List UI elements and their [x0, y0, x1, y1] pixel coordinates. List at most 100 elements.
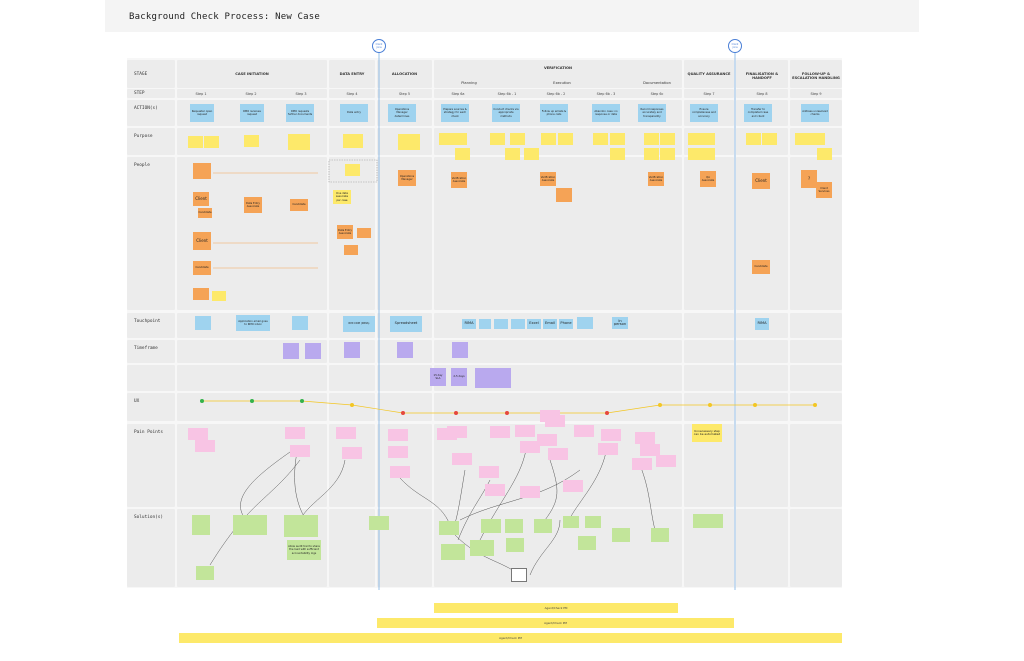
people-note: Client — [193, 232, 211, 250]
touchpoint-note: Phone — [559, 319, 573, 329]
touchpoint-note: RIMA — [755, 318, 769, 330]
grid-cell — [377, 509, 432, 587]
grid-cell — [177, 365, 327, 391]
purpose-note — [439, 133, 454, 145]
pain-note — [195, 440, 215, 452]
connector — [299, 459, 346, 521]
pain-note — [563, 480, 583, 492]
purpose-note — [188, 136, 203, 148]
purpose-note — [541, 133, 556, 145]
grid-cell — [377, 424, 432, 507]
timeframe-note: 2-5 days — [451, 368, 467, 386]
row-label-cell — [127, 509, 175, 587]
grid-cell — [736, 365, 788, 391]
grid-cell — [684, 89, 734, 98]
touchpoint-note — [577, 317, 593, 329]
people-note: Verification Associate — [648, 172, 664, 186]
touchpoint-note — [292, 316, 308, 330]
grid-cell — [790, 60, 842, 88]
purpose-note — [700, 148, 715, 160]
pain-note — [390, 466, 410, 478]
grid-cell — [684, 393, 734, 421]
grid-cell — [377, 393, 432, 421]
grid-cell — [790, 365, 842, 391]
people-note: Data Entry Associate — [337, 225, 353, 239]
people-note: Candidate — [752, 260, 770, 274]
grid-cell — [329, 365, 375, 391]
page-title: Background Check Process: New Case — [129, 12, 321, 22]
action-note: Transfer to completed case and client — [744, 104, 772, 122]
solution-note — [693, 514, 723, 528]
solution-note — [563, 516, 579, 528]
ux-point — [350, 403, 354, 407]
grid-cell — [790, 89, 842, 98]
solution-note — [439, 521, 459, 535]
solution-note — [511, 568, 527, 582]
connector — [569, 451, 607, 519]
row-label-cell — [127, 157, 175, 310]
pain-note — [479, 466, 499, 478]
solution-note — [505, 519, 523, 533]
grid-cell — [736, 340, 788, 363]
touchpoint-note: In person — [612, 317, 628, 329]
timeframe-note — [452, 342, 468, 358]
grid-cell — [684, 157, 734, 310]
grid-cell — [177, 89, 327, 98]
action-note: Ensure completeness and accuracy — [690, 104, 718, 122]
pain-note — [656, 455, 676, 467]
pain-note — [515, 425, 535, 437]
grid-cell — [329, 509, 375, 587]
grid-cell — [329, 424, 375, 507]
people-note: Candidate — [193, 261, 211, 275]
row-label-people: People — [134, 163, 150, 168]
pain-note: Unnecessary step can be automated — [692, 424, 722, 442]
solution-note — [233, 515, 267, 535]
subphase-header: Planning — [461, 81, 477, 85]
dashed-box — [328, 159, 378, 183]
row-label-cell — [127, 340, 175, 363]
row-label-ux: UX — [134, 399, 140, 404]
grid-cell — [377, 365, 432, 391]
grid-cell — [790, 393, 842, 421]
pain-note — [388, 429, 408, 441]
row-label-cell — [127, 89, 175, 98]
milestone-marker: Client joins — [372, 39, 386, 53]
pain-note — [601, 429, 621, 441]
touchpoint-note — [479, 319, 491, 329]
step-label: Step 6b - 3 — [596, 92, 616, 96]
pain-note — [632, 458, 652, 470]
grid-cell — [177, 393, 327, 421]
pain-note — [574, 425, 594, 437]
ux-point — [605, 411, 609, 415]
grid-cell — [684, 365, 734, 391]
row-label-cell — [127, 393, 175, 421]
pain-note — [290, 445, 310, 457]
timeframe-note — [397, 342, 413, 358]
agent-band: Agent/Check PM — [377, 618, 734, 628]
solution-note — [284, 515, 318, 537]
purpose-note — [343, 134, 363, 148]
solution-note — [612, 528, 630, 542]
step-label: Step 6c — [650, 92, 664, 96]
pain-note — [490, 426, 510, 438]
connector — [209, 459, 301, 566]
row-label-cell — [127, 100, 175, 126]
phase-header: FOLLOW-UP & ESCALATION HANDLING — [792, 72, 840, 81]
solution-note — [196, 566, 214, 580]
purpose-note — [558, 133, 573, 145]
purpose-note — [510, 133, 525, 145]
step-label: Step 9 — [810, 92, 822, 96]
pain-note — [640, 444, 660, 456]
subphase-header: Documentation — [643, 81, 671, 85]
phase-header: FINALISATION & HANDOFF — [745, 72, 779, 81]
pain-note — [537, 434, 557, 446]
purpose-note — [644, 133, 659, 145]
timeframe-note: 15 day SLA — [430, 368, 446, 386]
grid-cell — [684, 509, 734, 587]
ux-point — [753, 403, 757, 407]
touchpoint-note: RIMA — [462, 319, 476, 329]
grid-cell — [736, 509, 788, 587]
step-label: Step 6b - 1 — [497, 92, 517, 96]
ux-point — [813, 403, 817, 407]
pain-note — [188, 428, 208, 440]
